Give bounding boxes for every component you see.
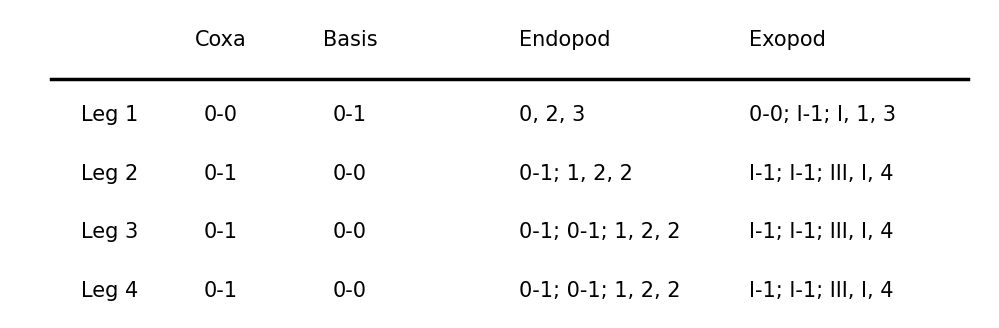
Text: I-1; I-1; III, I, 4: I-1; I-1; III, I, 4 — [748, 164, 893, 184]
Text: Endopod: Endopod — [519, 31, 611, 51]
Text: Exopod: Exopod — [748, 31, 825, 51]
Text: 0-0: 0-0 — [204, 105, 238, 125]
Text: 0-1: 0-1 — [204, 281, 238, 301]
Text: Basis: Basis — [323, 31, 378, 51]
Text: 0-1; 1, 2, 2: 0-1; 1, 2, 2 — [519, 164, 633, 184]
Text: 0-1; 0-1; 1, 2, 2: 0-1; 0-1; 1, 2, 2 — [519, 222, 681, 242]
Text: 0-1: 0-1 — [204, 222, 238, 242]
Text: Leg 3: Leg 3 — [81, 222, 138, 242]
Text: 0-0: 0-0 — [333, 222, 367, 242]
Text: 0-0: 0-0 — [333, 281, 367, 301]
Text: 0, 2, 3: 0, 2, 3 — [519, 105, 585, 125]
Text: Coxa: Coxa — [195, 31, 247, 51]
Text: Leg 4: Leg 4 — [81, 281, 138, 301]
Text: Leg 1: Leg 1 — [81, 105, 138, 125]
Text: 0-1: 0-1 — [204, 164, 238, 184]
Text: I-1; I-1; III, I, 4: I-1; I-1; III, I, 4 — [748, 281, 893, 301]
Text: Leg 2: Leg 2 — [81, 164, 138, 184]
Text: 0-1; 0-1; 1, 2, 2: 0-1; 0-1; 1, 2, 2 — [519, 281, 681, 301]
Text: 0-0: 0-0 — [333, 164, 367, 184]
Text: 0-1: 0-1 — [333, 105, 367, 125]
Text: 0-0; I-1; I, 1, 3: 0-0; I-1; I, 1, 3 — [748, 105, 895, 125]
Text: I-1; I-1; III, I, 4: I-1; I-1; III, I, 4 — [748, 222, 893, 242]
